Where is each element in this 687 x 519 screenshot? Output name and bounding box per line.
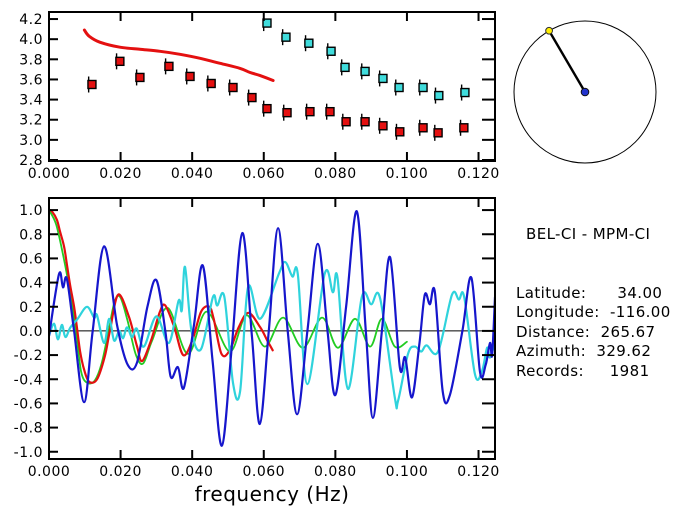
- x-tick-label: 0.060: [242, 166, 285, 182]
- square-marker: [340, 62, 350, 73]
- station-info-line: Records: 1981: [516, 361, 650, 380]
- y-tick-label: 3.8: [19, 52, 43, 68]
- plot-border: [48, 197, 496, 460]
- square-marker: [378, 73, 388, 84]
- square-marker: [360, 117, 370, 127]
- y-tick-label: 4.0: [19, 32, 43, 48]
- square-marker: [304, 38, 314, 48]
- red-curve: [49, 209, 274, 384]
- x-tick-label: 0.080: [314, 166, 357, 182]
- square-marker: [164, 61, 174, 72]
- blue-curve: [49, 210, 495, 447]
- square-marker: [459, 123, 469, 133]
- y-tick-label: 3.6: [19, 72, 43, 88]
- x-tick-label: 0.000: [28, 464, 71, 480]
- square-marker: [185, 71, 195, 82]
- square-marker: [433, 128, 443, 138]
- y-tick-label: 0.6: [19, 251, 43, 267]
- y-tick-label: 3.2: [19, 113, 43, 129]
- square-marker: [115, 56, 125, 67]
- y-tick-label: 0.0: [19, 324, 43, 340]
- red-reference-curve: [82, 28, 275, 82]
- square-marker: [378, 121, 388, 131]
- square-marker: [281, 32, 291, 42]
- cyan-square-measurements: [262, 15, 470, 104]
- dial-circle: [513, 20, 657, 164]
- x-axis-title: frequency (Hz): [195, 482, 350, 506]
- square-marker: [326, 46, 336, 56]
- square-marker: [394, 82, 404, 93]
- station-info-line: Azimuth: 329.62: [516, 342, 652, 360]
- x-tick-label: 0.000: [28, 166, 71, 182]
- y-tick-label: -1.0: [14, 445, 43, 461]
- azimuth-dial: [513, 20, 657, 164]
- x-tick-label: 0.060: [242, 464, 285, 480]
- red-square-measurements: [87, 53, 469, 141]
- x-tick-label: 0.020: [99, 166, 142, 182]
- x-tick-label: 0.100: [386, 166, 429, 182]
- square-marker: [87, 79, 97, 90]
- y-tick-label: 0.8: [19, 227, 43, 243]
- square-marker: [282, 107, 292, 118]
- station-info-panel: BEL-CI - MPM-CI Latitude: 34.00 Longitude…: [516, 186, 686, 420]
- square-marker: [247, 92, 257, 103]
- x-tick-label: 0.080: [314, 464, 357, 480]
- square-marker: [228, 82, 238, 93]
- y-tick-label: -0.6: [14, 396, 43, 412]
- bottom-chart: 0.000 0.020 0.040 0.060 0.080 0.100 0.120 -1.0 -…: [14, 197, 500, 506]
- y-tick-label: -0.4: [14, 372, 43, 388]
- x-tick-label: 0.120: [457, 166, 500, 182]
- azimuth-line: [548, 30, 587, 93]
- square-marker: [262, 103, 272, 114]
- y-tick-label: 2.8: [19, 153, 43, 169]
- y-tick-label: 4.2: [19, 12, 43, 28]
- x-tick-label: 0.040: [171, 166, 214, 182]
- square-marker: [262, 18, 272, 28]
- y-tick-label: 3.0: [19, 133, 43, 149]
- x-tick-label: 0.120: [457, 464, 500, 480]
- y-tick-label: 3.4: [19, 93, 43, 109]
- cyan-curve: [49, 260, 495, 410]
- y-tick-label: 0.2: [19, 300, 43, 316]
- top-chart: 0.000 0.020 0.040 0.060 0.080 0.100 0.120 2.8 3.…: [19, 11, 500, 182]
- station-info-line: Distance: 265.67: [516, 322, 656, 341]
- square-marker: [325, 106, 335, 117]
- station-info-line: Longitude: -116.00: [516, 303, 671, 321]
- square-marker: [305, 106, 315, 117]
- y-tick-label: 0.4: [19, 276, 43, 292]
- dial-center-dot: [580, 87, 590, 97]
- x-tick-label: 0.100: [386, 464, 429, 480]
- square-marker: [418, 82, 428, 93]
- x-tick-label: 0.020: [99, 464, 142, 480]
- square-marker: [341, 117, 351, 127]
- square-marker: [434, 90, 444, 101]
- square-marker: [460, 87, 470, 98]
- square-marker: [418, 123, 428, 133]
- square-marker: [360, 66, 370, 77]
- square-marker: [206, 78, 216, 89]
- dial-azimuth-dot: [545, 26, 553, 35]
- station-pair-title: BEL-CI - MPM-CI: [526, 225, 651, 243]
- square-marker: [135, 72, 145, 83]
- y-tick-label: -0.2: [14, 348, 43, 364]
- plot-border: [48, 11, 496, 162]
- x-tick-label: 0.040: [171, 464, 214, 480]
- station-info-rows: Latitude: 34.00 Longitude: -116.00 Distanc…: [516, 284, 686, 382]
- y-tick-label: -0.8: [14, 421, 43, 437]
- square-marker: [395, 127, 405, 137]
- y-tick-label: 1.0: [19, 203, 43, 219]
- station-info-line: Latitude: 34.00: [516, 283, 663, 302]
